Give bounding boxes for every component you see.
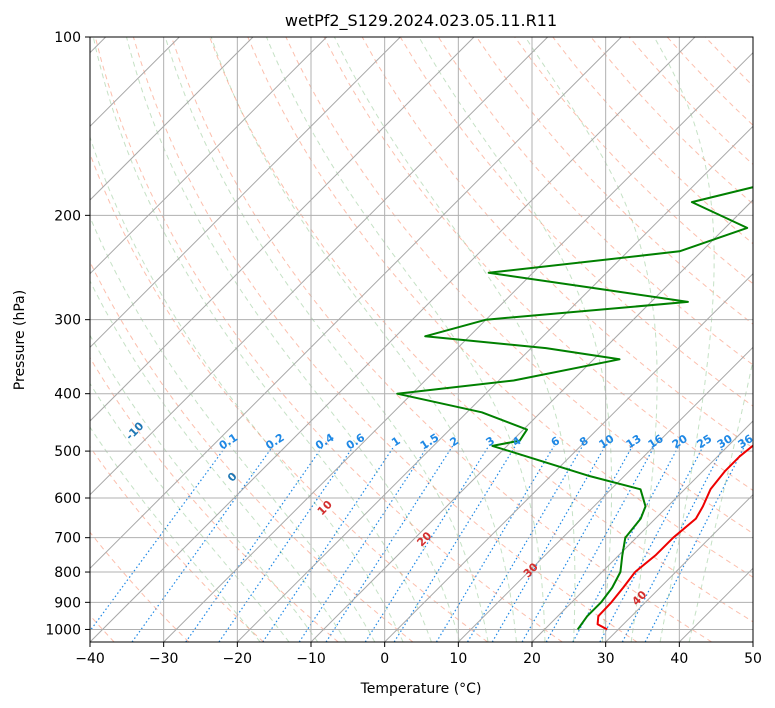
- dry-adiabat: [514, 37, 753, 285]
- plot-frame: [89, 36, 754, 643]
- moist-adiabat: [90, 426, 261, 642]
- moist-adiabat: [90, 215, 376, 642]
- x-tick-label: 50: [744, 651, 762, 667]
- mixing-ratio-line: [644, 445, 746, 642]
- y-tick-label: 100: [54, 30, 81, 46]
- mixing-ratio-line: [90, 445, 227, 632]
- isotherm-line: [310, 199, 753, 642]
- temperature-profile-line: [596, 444, 753, 631]
- dry-adiabat: [171, 37, 712, 642]
- moist-adiabat: [418, 37, 613, 642]
- grid-lines: [90, 37, 753, 642]
- moist-adiabat: [333, 37, 576, 642]
- y-axis-label: Pressure (hPa): [12, 290, 28, 390]
- mixing-ratio-line: [298, 445, 429, 642]
- isotherm-line: [90, 37, 254, 201]
- moist-adiabat: [524, 37, 658, 642]
- isotherm-line: [605, 493, 753, 642]
- moist-adiabat: [653, 37, 715, 642]
- y-tick-label: 900: [54, 595, 81, 611]
- y-axis: 1000 900 800 700 600 500 400 300 200 100: [45, 30, 90, 638]
- profile-series: [396, 186, 753, 631]
- x-tick-label: 10: [449, 651, 467, 667]
- moist-adiabat: [90, 334, 319, 642]
- dry-adiabat: [90, 356, 339, 642]
- isotherm-line: [531, 420, 753, 642]
- y-tick-label: 800: [54, 565, 81, 581]
- dry-adiabat: [90, 531, 190, 642]
- isotherm-line: [90, 37, 622, 570]
- y-tick-label: 400: [54, 387, 81, 403]
- dry-adiabat: [90, 152, 488, 642]
- moist-adiabat: [90, 135, 404, 642]
- isotherm-line: [90, 37, 696, 642]
- moist-adiabat: [126, 37, 461, 642]
- dry-adiabat: [94, 37, 563, 642]
- plot-area: 0.10.20.40.611.52346810131620253036-100-…: [89, 36, 756, 643]
- mixing-ratio-line: [364, 445, 490, 642]
- x-tick-label: −40: [75, 651, 105, 667]
- moist-adiabat: [92, 37, 432, 642]
- mixing-ratio-line: [466, 445, 584, 642]
- dewpoint-profile-line: [396, 186, 753, 630]
- x-axis-label: Temperature (°C): [360, 681, 482, 697]
- isotherm-line: [384, 272, 753, 642]
- isotherm-line: [90, 37, 475, 422]
- mixing-ratio-line: [599, 445, 704, 642]
- mixing-ratio-lines: [90, 445, 746, 642]
- plot-background: [90, 37, 753, 642]
- moist-adiabat: [210, 37, 517, 642]
- x-axis: −40 −30 −20 −10 0 10 20 30 40 50: [75, 642, 762, 667]
- isotherm-line: [90, 37, 549, 496]
- mixing-ratio-line: [572, 445, 680, 642]
- y-tick-label: 600: [54, 491, 81, 507]
- y-tick-label: 700: [54, 531, 81, 547]
- x-tick-label: 20: [523, 651, 541, 667]
- mixing-ratio-line: [621, 445, 725, 642]
- y-tick-label: 300: [54, 313, 81, 329]
- x-tick-label: 0: [380, 651, 389, 667]
- isotherm-line: [236, 125, 753, 642]
- x-tick-label: 40: [670, 651, 688, 667]
- y-tick-label: 1000: [45, 622, 81, 638]
- isotherm-line: [752, 641, 753, 642]
- mixing-ratio-line: [262, 445, 395, 642]
- y-tick-label: 500: [54, 444, 81, 460]
- isotherm-line: [90, 37, 401, 349]
- moist-adiabat: [90, 382, 290, 642]
- x-tick-label: 30: [597, 651, 615, 667]
- mixing-ratio-line: [325, 445, 454, 642]
- mixing-ratio-label: 36: [736, 432, 756, 451]
- mixing-ratio-line: [131, 445, 274, 642]
- chart-title: wetPf2_S129.2024.023.05.11.R11: [285, 11, 557, 31]
- y-tick-label: 200: [54, 208, 81, 224]
- dry-adiabat: [209, 37, 753, 623]
- x-tick-label: −20: [223, 651, 253, 667]
- dry-adiabat: [90, 446, 264, 642]
- dry-adiabat: [247, 37, 753, 578]
- dry-adiabat: [399, 37, 753, 407]
- mixing-ratio-line: [521, 445, 634, 642]
- x-tick-label: −10: [296, 651, 326, 667]
- mixing-ratio-line: [491, 445, 606, 642]
- moist-adiabat: [266, 37, 546, 642]
- isotherm-line: [90, 37, 328, 275]
- x-tick-label: −30: [149, 651, 179, 667]
- mixing-ratio-line: [393, 445, 516, 642]
- isotherm-line: [457, 346, 753, 642]
- moist-adiabats: [90, 37, 753, 642]
- dry-adiabat: [132, 37, 638, 642]
